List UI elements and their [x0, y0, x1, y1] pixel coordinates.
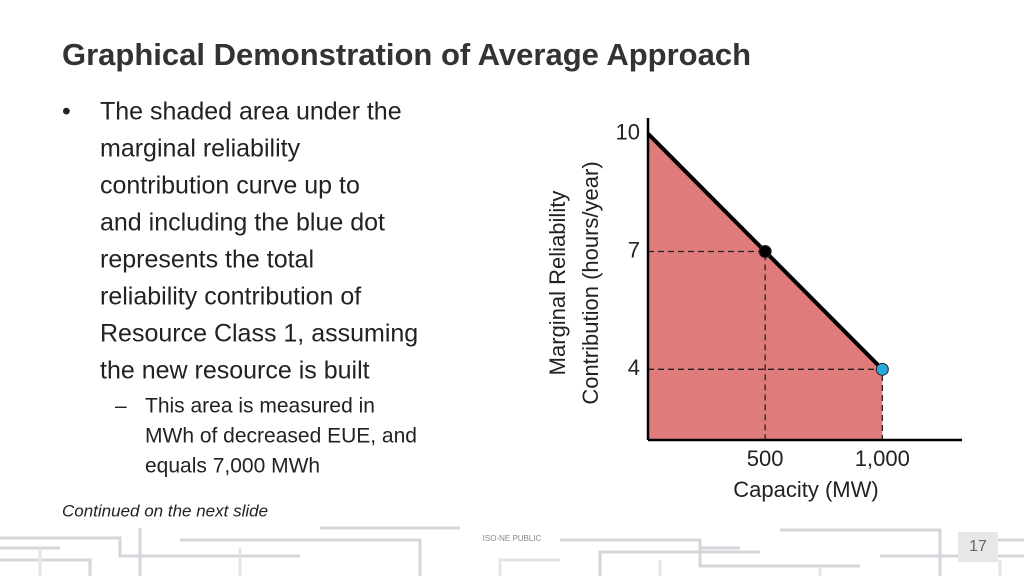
page-number-box [958, 532, 998, 562]
y-tick-label: 10 [616, 120, 640, 145]
x-tick-label: 1,000 [855, 446, 910, 471]
x-axis-label: Capacity (MW) [733, 477, 878, 502]
bullet-line: Resource Class 1, assuming [100, 320, 418, 348]
bullet-line: reliability contribution of [100, 283, 361, 311]
point [758, 245, 772, 259]
y-axis-label: Marginal Reliability [545, 191, 570, 376]
sub-bullet-line: equals 7,000 MWh [145, 455, 320, 478]
bullet-list: • – The shaded area under the marginal re… [62, 98, 418, 478]
note: Continued on the next slide [62, 501, 268, 520]
y-axis-label: Contribution (hours/year) [578, 161, 603, 404]
guide-line [648, 250, 766, 440]
y-tick-label: 4 [628, 355, 640, 380]
slide-title: Graphical Demonstration of Average Appro… [62, 37, 751, 72]
classification: ISO-NE PUBLIC [483, 534, 542, 543]
bullet-line: contribution curve up to [100, 172, 360, 200]
y-tick-label: 7 [628, 237, 640, 262]
sub-bullet-line: MWh of decreased EUE, and [145, 425, 417, 448]
x-tick-label: 500 [747, 446, 784, 471]
bullet-line: represents the total [100, 246, 314, 274]
sub-bullet-marker: – [115, 395, 127, 418]
chart: 4 7 10 500 1,000 Capacity (MW) Marginal Reliab… [545, 118, 962, 502]
point [875, 362, 889, 376]
bullet-line: and including the blue dot [100, 209, 385, 237]
sub-bullet-line: This area is measured in [145, 395, 375, 418]
circuit-decoration [0, 526, 1024, 576]
bullet-marker: • [62, 98, 71, 126]
bullet-line: the new resource is built [100, 357, 370, 385]
bullet-line: The shaded area under the [100, 98, 402, 126]
page-number: 17 [969, 538, 987, 555]
bullet-line: marginal reliability [100, 135, 301, 163]
